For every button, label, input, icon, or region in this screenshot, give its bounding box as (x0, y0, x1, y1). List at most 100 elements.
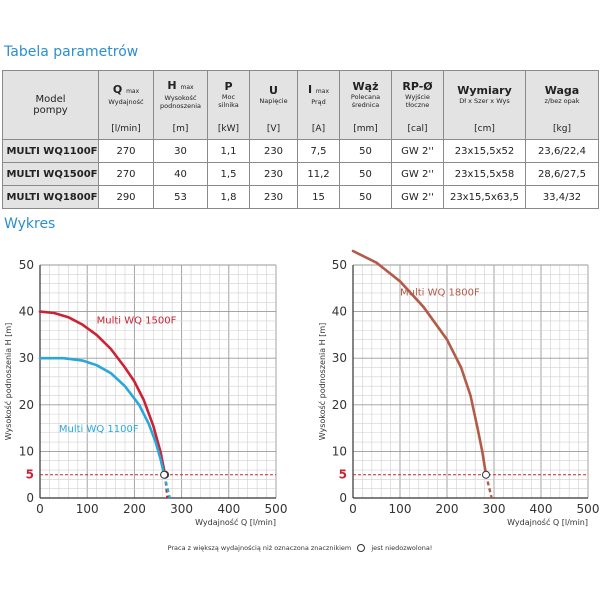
value-cell: 23,6/22,4 (525, 139, 599, 163)
y-tick-label: 10 (332, 444, 347, 458)
table-unit-row: [l/min] [m] [kW] [V] [A] [mm] [cal] [cm] [kg] (3, 119, 599, 140)
y-tick-label: 50 (332, 258, 347, 272)
y-tick-label: 0 (339, 491, 347, 505)
model-header-line2: pompy (33, 105, 68, 116)
model-cell: MULTI WQ1800F (2, 185, 99, 209)
table-section-title: Tabela parametrów (4, 44, 139, 60)
x-tick-label: 200 (436, 502, 459, 516)
x-tick-label: 0 (36, 502, 44, 516)
y-tick-label: 10 (19, 444, 34, 458)
column-symbol: Waga (544, 84, 580, 97)
value-cell: GW 2'' (391, 185, 444, 209)
table-row: MULTI WQ1800F 290 53 1,8 230 15 50 GW 2'' 23x15,… (2, 185, 599, 209)
series-line (38, 310, 167, 477)
column-symbol: U (269, 84, 278, 97)
series-label: Multi WQ 1100F (59, 424, 139, 435)
series-line (351, 249, 488, 477)
reference-tick-label: 5 (26, 468, 34, 482)
value-cell: 270 (98, 139, 154, 163)
footnote: Praca z większą wydajnością niż oznaczon… (0, 544, 600, 552)
column-symbol: Wymiary (457, 84, 512, 97)
y-tick-label: 0 (26, 491, 34, 505)
column-header-6: RP-Ø Wyjście tłoczne (391, 70, 444, 119)
column-symbol: Wąż (352, 80, 379, 93)
x-tick-label: 400 (530, 502, 553, 516)
model-cell: MULTI WQ1100F (2, 139, 99, 163)
column-header-3: U Napięcie (249, 70, 298, 119)
value-cell: 53 (153, 185, 208, 209)
value-cell: 50 (339, 185, 392, 209)
column-unit-7: [cm] (443, 119, 526, 140)
value-cell: 23x15,5x58 (443, 162, 526, 186)
column-description: Napięcie (259, 97, 288, 105)
column-unit-2: [kW] (207, 119, 250, 140)
limit-marker-point (160, 470, 169, 479)
column-unit-5: [mm] (339, 119, 392, 140)
x-tick-label: 0 (349, 502, 357, 516)
column-unit-1: [m] (153, 119, 208, 140)
x-tick-label: 500 (265, 502, 288, 516)
chart-section-title: Wykres (4, 216, 56, 232)
column-unit-6: [cal] (391, 119, 444, 140)
chart-right: 0 100 200 300 400 500 0 5 10 20 30 40 50 Wydajność Q … (317, 249, 600, 527)
y-tick-label: 40 (19, 305, 34, 319)
value-cell: 30 (153, 139, 208, 163)
column-description: tłoczne (405, 101, 430, 109)
value-cell: 230 (249, 185, 298, 209)
column-description: silnika (218, 101, 239, 109)
column-description: średnica (351, 101, 380, 109)
column-description: Wysokość (164, 94, 197, 102)
x-axis-label: Wydajność Q [l/min] (195, 517, 276, 527)
y-axis-label: Wysokość podnoszenia H [m] (3, 323, 13, 441)
column-description: Polecana (350, 93, 381, 101)
y-tick-label: 20 (19, 398, 34, 412)
y-tick-label: 40 (332, 305, 347, 319)
series-label: Multi WQ 1800F (400, 287, 480, 298)
x-tick-label: 300 (170, 502, 193, 516)
column-header-0: Q max Wydajność (98, 70, 154, 119)
x-tick-label: 300 (483, 502, 506, 516)
footnote-text-after: jest niedozwolona! (371, 544, 433, 552)
column-description: Prąd (311, 98, 326, 106)
value-cell: 40 (153, 162, 208, 186)
y-tick-label: 50 (19, 258, 34, 272)
x-tick-label: 400 (217, 502, 240, 516)
value-cell: 1,1 (207, 139, 250, 163)
column-description: Moc (221, 93, 236, 101)
x-tick-label: 500 (577, 502, 600, 516)
series-line (38, 356, 166, 477)
column-symbol: I max (307, 83, 329, 96)
footnote-text-before: Praca z większą wydajnością niż oznaczon… (167, 544, 352, 552)
x-tick-label: 200 (123, 502, 146, 516)
column-unit-3: [V] (249, 119, 298, 140)
column-description: Wyjście (405, 93, 430, 101)
value-cell: 23x15,5x63,5 (443, 185, 526, 209)
column-header-7: Wymiary Dł x Szer x Wys (443, 70, 526, 119)
y-axis-label: Wysokość podnoszenia H [m] (317, 323, 327, 441)
value-cell: 33,4/32 (525, 185, 599, 209)
column-unit-4: [A] (297, 119, 340, 140)
table-header-row: Model pompy Q max Wydajność H max Wysokość p… (2, 70, 599, 140)
value-cell: 230 (249, 139, 298, 163)
y-tick-label: 20 (332, 398, 347, 412)
y-tick-label: 30 (332, 351, 347, 365)
value-cell: 290 (98, 185, 154, 209)
x-axis-label: Wydajność Q [l/min] (507, 517, 588, 527)
table-body: MULTI WQ1100F 270 30 1,1 230 7,5 50 GW 2'' 23x15… (2, 139, 599, 209)
column-unit-8: [kg] (525, 119, 599, 140)
column-description: Wydajność (108, 98, 144, 106)
column-description: Dł x Szer x Wys (459, 97, 510, 105)
value-cell: GW 2'' (391, 162, 444, 186)
limit-marker-icon (357, 544, 366, 552)
column-header-8: Waga z/bez opak (525, 70, 599, 119)
chart-left: 0 100 200 300 400 500 0 5 10 20 30 40 50 Wydajność Q … (3, 258, 288, 527)
column-header-2: P Moc silnika (207, 70, 250, 119)
column-symbol: H max (167, 79, 194, 92)
reference-tick-label: 5 (339, 468, 347, 482)
column-symbol: Q max (112, 83, 140, 96)
series-label: Multi WQ 1500F (97, 315, 177, 326)
value-cell: 23x15,5x52 (443, 139, 526, 163)
parameters-table: Model pompy Q max Wydajność H max Wysokość p… (2, 70, 599, 209)
column-symbol: P (224, 80, 233, 93)
table-row: MULTI WQ1100F 270 30 1,1 230 7,5 50 GW 2'' 23x15… (2, 139, 599, 163)
